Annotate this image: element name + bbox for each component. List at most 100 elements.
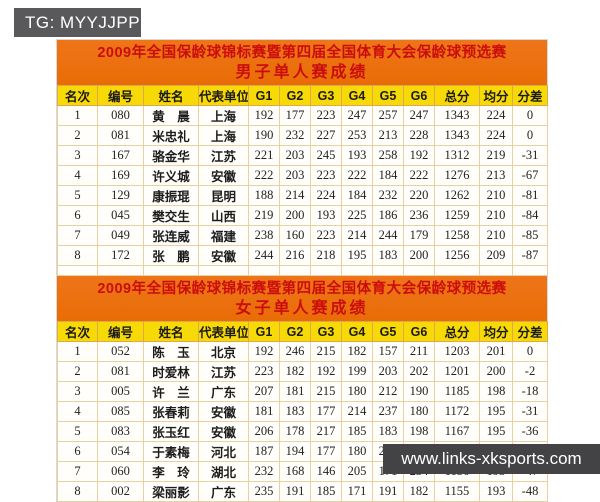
table-cell: 1276	[434, 165, 480, 186]
column-header: 姓名	[143, 321, 199, 342]
table-cell: 167	[97, 145, 144, 166]
table-cell: 199	[341, 361, 373, 382]
table-cell: 146	[310, 461, 342, 482]
table-cell: 广东	[198, 381, 249, 402]
table-cell: 213	[479, 165, 513, 186]
table-cell: 192	[403, 145, 435, 166]
table-cell: 182	[279, 361, 311, 382]
table-row: 4 169 许义城 安徽 222 203 223 222 184 222 1276 213 -67	[57, 165, 548, 186]
column-header: 编号	[97, 321, 144, 342]
table-cell: 1	[57, 105, 98, 126]
womens-results-table: 名次 编号 姓名 代表单位 G1 G2 G3 G4 G5 G6 总分 均分 分差 1 052 陈 玉北京 19…	[57, 321, 548, 502]
table-cell: 180	[341, 381, 373, 402]
table-cell: -18	[512, 381, 548, 402]
table-cell: 7	[57, 461, 98, 482]
table-cell: 215	[310, 341, 342, 362]
table-cell: 169	[97, 165, 144, 186]
table-cell: 1201	[434, 361, 480, 382]
table-cell: 6	[57, 441, 98, 462]
column-header: 分差	[512, 85, 548, 106]
table-cell: 江苏	[198, 145, 249, 166]
table-cell: 1259	[434, 205, 480, 226]
table-cell: 195	[479, 421, 513, 442]
table-cell: 于素梅	[143, 441, 199, 462]
header-row: 名次 编号 姓名 代表单位 G1 G2 G3 G4 G5 G6 总分 均分 分差	[57, 85, 548, 106]
table-row: 1 080 黄 晨上海 192 177 223 247 257 247 1343 224 0	[57, 105, 548, 126]
table-cell: 210	[479, 225, 513, 246]
column-header: G1	[248, 321, 280, 342]
table-cell: 张连威	[143, 225, 199, 246]
table-cell: 上海	[198, 105, 249, 126]
table-cell: 052	[97, 341, 144, 362]
table-cell: -85	[512, 225, 548, 246]
table-cell: 193	[310, 205, 342, 226]
table-cell: 1312	[434, 145, 480, 166]
table-cell: 214	[279, 185, 311, 206]
table-cell	[143, 265, 199, 276]
table-cell: 183	[372, 245, 404, 266]
table-cell: 190	[403, 381, 435, 402]
mens-results-section: 2009年全国保龄球锦标赛暨第四届全国体育大会保龄球预选赛 男子单人赛成绩 名次…	[57, 40, 548, 276]
table-cell: -36	[512, 421, 548, 442]
table-cell: 186	[372, 205, 404, 226]
table-cell: 222	[341, 165, 373, 186]
watermark-url: www.links-xksports.com	[401, 449, 582, 468]
table-cell: 182	[341, 341, 373, 362]
table-cell: 187	[248, 441, 280, 462]
mens-table-body: 1 080 黄 晨上海 192 177 223 247 257 247 1343 224 0 2 081 米…	[57, 105, 548, 276]
table-cell: 244	[372, 225, 404, 246]
table-cell	[310, 265, 342, 276]
table-cell: 083	[97, 421, 144, 442]
table-cell: 李 玲	[143, 461, 199, 482]
table-cell: -81	[512, 185, 548, 206]
column-header: G1	[248, 85, 280, 106]
table-cell: 张 鹏	[143, 245, 199, 266]
table-cell: 054	[97, 441, 144, 462]
table-cell: 1256	[434, 245, 480, 266]
table-cell: 220	[403, 185, 435, 206]
table-cell: 1343	[434, 125, 480, 146]
table-cell	[372, 265, 404, 276]
table-cell: 许义城	[143, 165, 199, 186]
column-header: G6	[403, 85, 435, 106]
table-cell: 225	[341, 205, 373, 226]
table-cell: 许 兰	[143, 381, 199, 402]
table-cell: 8	[57, 481, 98, 502]
table-cell: 216	[279, 245, 311, 266]
table-cell: 安徽	[198, 245, 249, 266]
table-cell: 191	[372, 481, 404, 502]
table-cell: 1262	[434, 185, 480, 206]
table-cell: 湖北	[198, 461, 249, 482]
table-cell: 北京	[198, 341, 249, 362]
table-cell: 骆金华	[143, 145, 199, 166]
table-cell: 1185	[434, 381, 480, 402]
header-row: 名次 编号 姓名 代表单位 G1 G2 G3 G4 G5 G6 总分 均分 分差	[57, 321, 548, 342]
column-header: G3	[310, 321, 342, 342]
table-cell: 227	[310, 125, 342, 146]
table-cell: 222	[248, 165, 280, 186]
column-header: 均分	[479, 85, 513, 106]
table-cell: 171	[341, 481, 373, 502]
table-cell: 4	[57, 165, 98, 186]
table-cell: 203	[279, 145, 311, 166]
table-cell: 203	[372, 361, 404, 382]
table-cell: 185	[310, 481, 342, 502]
table-cell: 张春莉	[143, 401, 199, 422]
table-cell: 223	[310, 105, 342, 126]
table-cell: 1155	[434, 481, 480, 502]
table-cell: 昆明	[198, 185, 249, 206]
table-cell: 219	[248, 205, 280, 226]
table-cell: 1172	[434, 401, 480, 422]
table-cell	[57, 265, 98, 276]
results-sheet: 2009年全国保龄球锦标赛暨第四届全国体育大会保龄球预选赛 男子单人赛成绩 名次…	[57, 40, 548, 502]
table-cell: 8	[57, 245, 98, 266]
table-row: 3 167 骆金华 江苏 221 203 245 193 258 192 1312 219 -31	[57, 145, 548, 166]
column-header: 代表单位	[198, 321, 249, 342]
table-cell: 1167	[434, 421, 480, 442]
table-row: 7 049 张连威 福建 238 160 223 214 244 179 1258 210 -85	[57, 225, 548, 246]
table-row: 1 052 陈 玉北京 192 246 215 182 157 211 1203 201 0	[57, 341, 548, 362]
table-cell: 060	[97, 461, 144, 482]
table-cell: 224	[479, 105, 513, 126]
table-cell: 247	[403, 105, 435, 126]
table-cell: 陈 玉	[143, 341, 199, 362]
